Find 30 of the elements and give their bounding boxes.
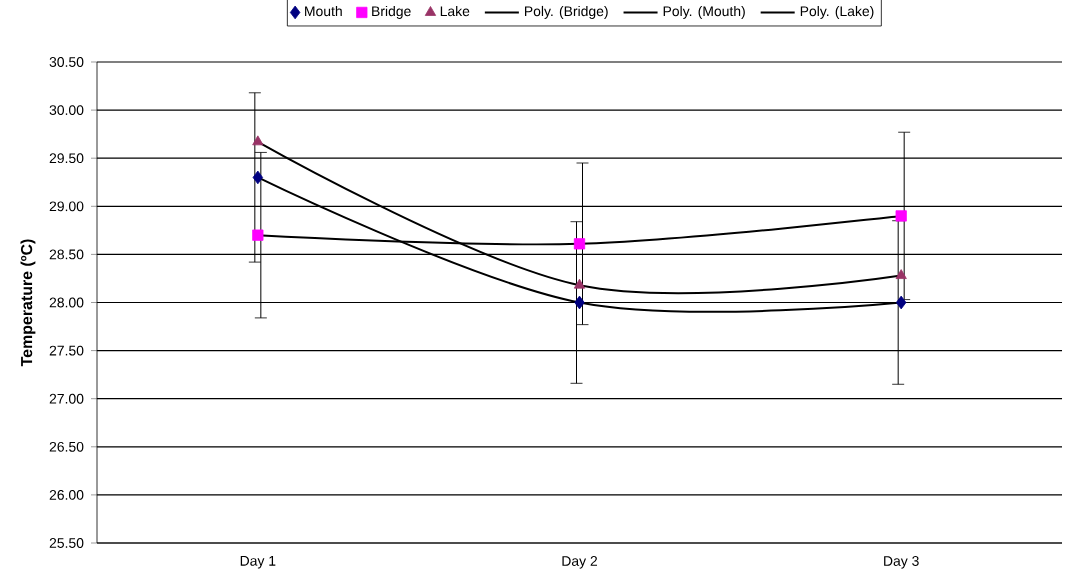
legend-label: Poly. (Lake) [800,5,874,19]
x-tick-label: Day 2 [562,556,598,569]
x-tick-label: Day 3 [884,556,919,569]
y-tick-label: 28.50 [49,249,84,260]
x-tick-label: Day 1 [240,556,276,569]
point [573,238,586,250]
y-axis-title: Temperature (ºC) [20,239,36,367]
y-tick-label: 29.00 [49,201,84,212]
y-tick-label: 27.50 [49,345,84,356]
point [895,269,907,279]
y-tick-label: 30.00 [49,105,84,116]
legend-label: Bridge [372,5,411,19]
point [573,278,586,289]
legend-label: Mouth [305,5,342,17]
point [252,135,264,146]
point [252,229,264,241]
point [895,295,907,310]
y-tick-label: 30.50 [49,57,84,67]
legend-label: Poly. (Bridge) [525,5,608,19]
y-tick-label: 26.00 [49,489,84,500]
y-tick-label: 29.50 [49,153,84,164]
legend-label: Poly. (Mouth) [663,5,745,19]
point [574,295,585,310]
y-tick-label: 28.00 [49,297,84,308]
point [895,210,907,222]
point [252,170,264,185]
legend-label: Lake [440,5,470,17]
y-tick-label: 25.50 [49,538,84,548]
y-tick-label: 26.50 [49,441,84,452]
y-tick-label: 27.00 [49,393,84,404]
